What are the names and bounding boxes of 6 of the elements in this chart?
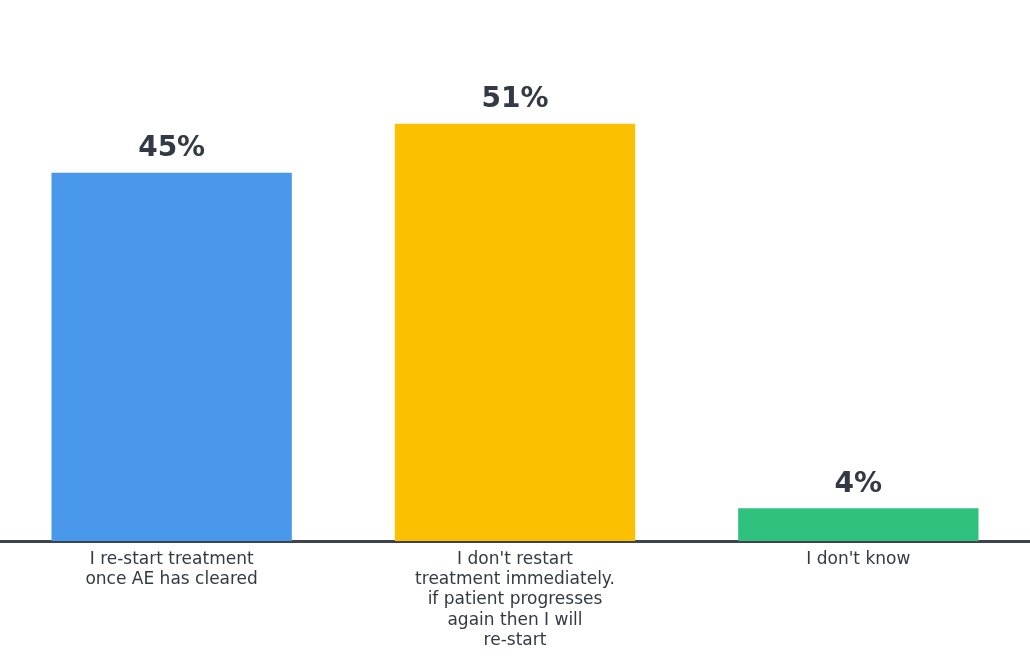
data-label: 4% [834,465,883,499]
x-tick-label: I don't restart treatment immediately. if patient progresses again then I will re-start [415,547,615,650]
x-tick-label: I re-start treatment once AE has cleared [85,547,258,589]
data-label: 45% [138,130,206,164]
x-tick-label: I don't know [806,547,911,568]
data-label: 51% [481,80,549,114]
